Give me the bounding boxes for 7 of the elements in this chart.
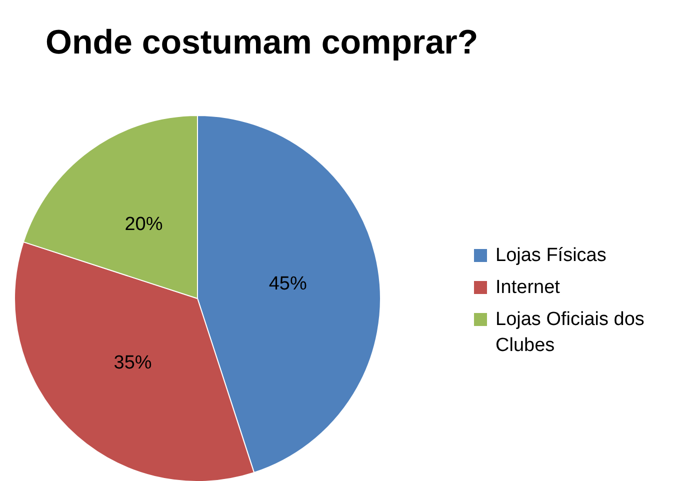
- legend-label: Internet: [496, 277, 561, 298]
- data-label: 45%: [268, 274, 307, 295]
- legend-label: Lojas Físicas: [496, 245, 606, 266]
- data-label: 35%: [114, 352, 152, 374]
- chart-title: Onde costumam comprar?: [46, 24, 478, 62]
- legend-label: Lojas Oficiais dos Clubes: [496, 309, 644, 356]
- data-label: 20%: [124, 214, 163, 235]
